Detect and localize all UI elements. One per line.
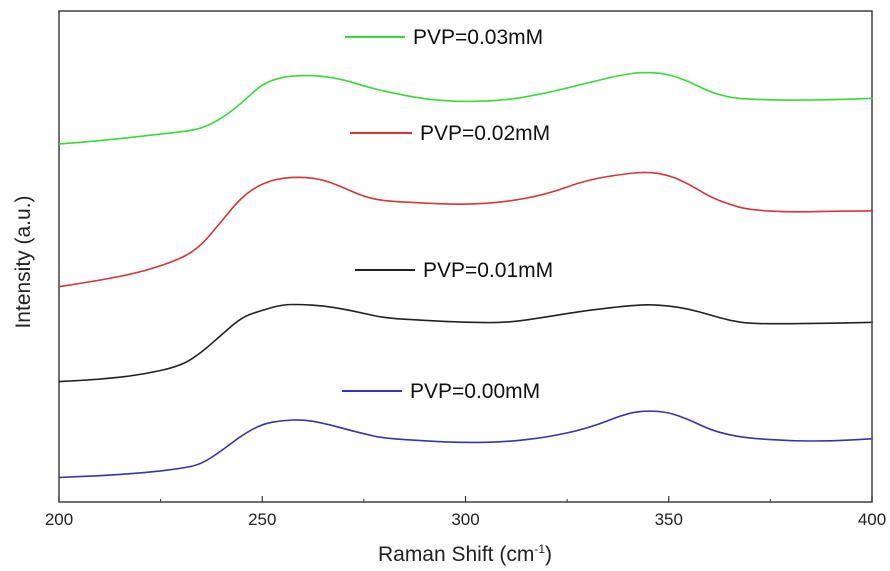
plot-area (58, 10, 873, 503)
series-layer (58, 71, 873, 479)
x-tick-label-350: 350 (655, 510, 683, 529)
series-line-pvp-0-00mm (58, 410, 873, 479)
x-axis-title: Raman Shift (cm-1) (378, 542, 552, 566)
legend-label-pvp-0-03mm: PVP=0.03mM (413, 26, 543, 49)
tick-layer: 200 250 300 350 400 (45, 496, 886, 529)
x-axis-title-main: Raman Shift (cm (378, 543, 534, 566)
x-axis-title-suffix: ) (545, 543, 552, 566)
series-line-pvp-0-03mm (58, 71, 873, 145)
x-tick-label-200: 200 (45, 510, 73, 529)
series-line-pvp-0-01mm (58, 303, 873, 383)
x-tick-label-250: 250 (248, 510, 276, 529)
legend-label-pvp-0-02mm: PVP=0.02mM (420, 122, 550, 145)
x-tick-label-300: 300 (451, 510, 479, 529)
legend-label-pvp-0-00mm: PVP=0.00mM (410, 380, 540, 403)
y-axis-title: Intensity (a.u.) (12, 195, 35, 328)
legend-label-pvp-0-01mm: PVP=0.01mM (423, 259, 553, 282)
x-axis-title-superscript: -1 (534, 542, 545, 556)
legend-layer: PVP=0.03mM PVP=0.02mM PVP=0.01mM PVP=0.00mM (342, 26, 553, 403)
series-line-pvp-0-02mm (58, 171, 873, 288)
x-tick-label-400: 400 (858, 510, 886, 529)
